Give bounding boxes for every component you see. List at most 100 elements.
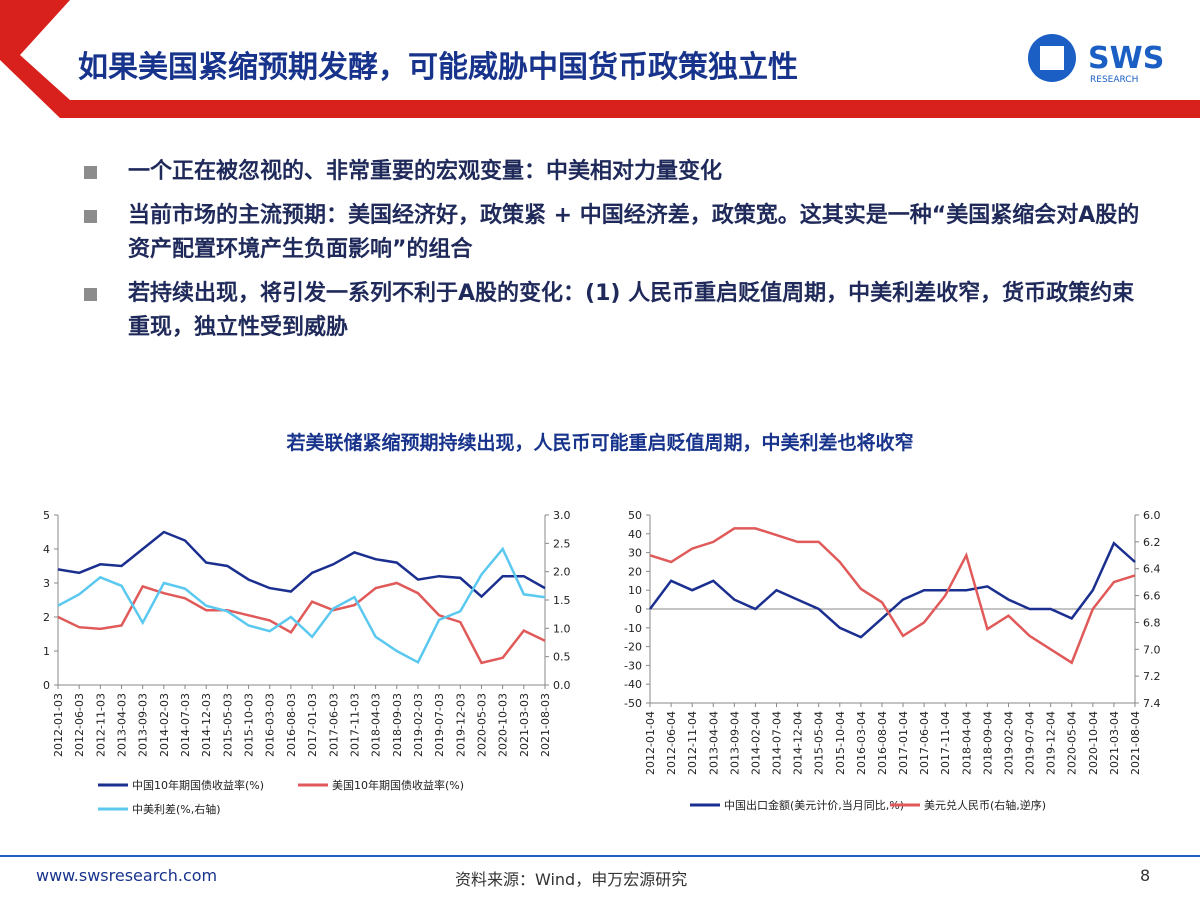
x-tick-label: 2014-07-04	[771, 711, 784, 775]
x-tick-label: 2014-02-04	[749, 711, 762, 775]
x-tick-label: 2019-02-03	[412, 693, 425, 757]
chart-heading: 若美联储紧缩预期持续出现，人民币可能重启贬值周期，中美利差也将收窄	[286, 432, 914, 454]
page-number: 8	[1140, 866, 1151, 885]
x-tick-label: 2015-05-03	[221, 693, 234, 757]
x-tick-label: 2020-10-04	[1087, 711, 1100, 775]
bullet: 若持续出现，将引发一系列不利于A股的变化：(1) 人民币重启贬值周期，中美利差收…	[82, 277, 1152, 345]
x-tick-label: 2017-01-04	[897, 711, 910, 775]
x-tick-label: 2021-03-04	[1108, 711, 1121, 775]
x-tick-label: 2018-09-03	[391, 693, 404, 757]
bullet: 当前市场的主流预期：美国经济好，政策紧 + 中国经济差，政策宽。这其实是一种“美…	[82, 199, 1152, 267]
x-tick-label: 2019-12-04	[1045, 711, 1058, 775]
x-tick-label: 2012-11-04	[686, 711, 699, 775]
y-tick-label: 30	[628, 547, 642, 560]
series-line	[649, 527, 1136, 665]
y2-tick-label: 2.0	[553, 566, 571, 579]
x-tick-label: 2017-11-04	[939, 711, 952, 775]
x-tick-label: 2021-03-03	[518, 693, 531, 757]
x-tick-label: 2016-08-03	[285, 693, 298, 757]
y-tick-label: 40	[628, 528, 642, 541]
x-tick-label: 2021-08-04	[1129, 711, 1142, 775]
x-tick-label: 2019-07-04	[1024, 711, 1037, 775]
x-tick-label: 2014-12-04	[792, 711, 805, 775]
x-tick-label: 2013-09-04	[728, 711, 741, 775]
y2-tick-label: 7.2	[1143, 670, 1161, 683]
x-tick-label: 2019-12-03	[454, 693, 467, 757]
y2-tick-label: 6.0	[1143, 509, 1161, 522]
y-tick-label: 3	[43, 577, 50, 590]
y2-tick-label: 1.0	[553, 622, 571, 635]
x-tick-label: 2016-03-03	[264, 693, 277, 757]
x-tick-label: 2018-09-04	[981, 711, 994, 775]
x-tick-label: 2017-11-03	[348, 693, 361, 757]
x-tick-label: 2015-10-04	[834, 711, 847, 775]
x-tick-label: 2020-05-03	[475, 693, 488, 757]
legend-label: 中国10年期国债收益率(%)	[132, 778, 264, 792]
series-line	[57, 546, 546, 665]
x-tick-label: 2019-02-04	[1002, 711, 1015, 775]
website: www.swsresearch.com	[36, 866, 218, 885]
slide-title: 如果美国紧缩预期发酵，可能威胁中国货币政策独立性	[78, 50, 798, 85]
y2-tick-label: 2.5	[553, 537, 571, 550]
y-tick-label: -10	[624, 622, 642, 635]
series-line	[57, 530, 546, 599]
y2-tick-label: 6.4	[1143, 563, 1161, 576]
x-tick-label: 2018-04-03	[370, 693, 383, 757]
series-line	[648, 541, 1136, 639]
y2-tick-label: 6.6	[1143, 590, 1161, 603]
x-tick-label: 2012-06-04	[665, 711, 678, 775]
source: 资料来源：Wind，申万宏源研究	[455, 870, 688, 889]
x-tick-label: 2015-10-03	[243, 693, 256, 757]
legend-label: 中国出口金额(美元计价,当月同比,%)	[724, 798, 904, 812]
logo-inner	[1040, 46, 1064, 70]
y-tick-label: -20	[624, 641, 642, 654]
x-tick-label: 2014-12-03	[200, 693, 213, 757]
bullet-list: 一个正在被忽视的、非常重要的宏观变量：中美相对力量变化 当前市场的主流预期：美国…	[82, 155, 1152, 355]
y-tick-label: -50	[624, 697, 642, 710]
x-tick-label: 2016-08-04	[876, 711, 889, 775]
bullet: 一个正在被忽视的、非常重要的宏观变量：中美相对力量变化	[82, 155, 1152, 189]
logo-subtext: RESEARCH	[1090, 75, 1138, 85]
y-tick-label: -30	[624, 659, 642, 672]
header-decor: SWS RESEARCH	[0, 0, 1200, 118]
logo-text: SWS	[1088, 41, 1164, 76]
x-tick-label: 2015-05-04	[813, 711, 826, 775]
x-tick-label: 2013-04-04	[707, 711, 720, 775]
y-tick-label: 2	[43, 611, 50, 624]
y-tick-label: 10	[628, 584, 642, 597]
footer-rule	[0, 855, 1200, 857]
y-tick-label: 4	[43, 543, 50, 556]
y-tick-label: 5	[43, 509, 50, 522]
x-tick-label: 2017-01-03	[306, 693, 319, 757]
y-tick-label: 20	[628, 565, 642, 578]
y2-tick-label: 7.4	[1143, 697, 1161, 710]
series-line	[57, 581, 546, 665]
legend-label: 美国10年期国债收益率(%)	[332, 778, 464, 792]
y2-tick-label: 1.5	[553, 594, 571, 607]
x-tick-label: 2017-06-03	[327, 693, 340, 757]
y2-tick-label: 6.2	[1143, 536, 1161, 549]
y2-tick-label: 6.8	[1143, 616, 1161, 629]
x-tick-label: 2012-01-04	[644, 711, 657, 775]
y-tick-label: 0	[635, 603, 642, 616]
y2-tick-label: 3.0	[553, 509, 571, 522]
y2-tick-label: 7.0	[1143, 643, 1161, 656]
x-tick-label: 2020-10-03	[497, 693, 510, 757]
x-tick-label: 2012-06-03	[73, 693, 86, 757]
x-tick-label: 2012-11-03	[94, 693, 107, 757]
y-tick-label: 50	[628, 509, 642, 522]
x-tick-label: 2014-07-03	[179, 693, 192, 757]
x-tick-label: 2017-06-04	[918, 711, 931, 775]
x-tick-label: 2014-02-03	[158, 693, 171, 757]
y-tick-label: -40	[624, 678, 642, 691]
x-tick-label: 2012-01-03	[52, 693, 65, 757]
x-tick-label: 2020-05-04	[1066, 711, 1079, 775]
legend-label: 中美利差(%,右轴)	[132, 802, 221, 816]
y-tick-label: 0	[43, 679, 50, 692]
x-tick-label: 2013-04-03	[116, 693, 129, 757]
x-tick-label: 2019-07-03	[433, 693, 446, 757]
y-tick-label: 1	[43, 645, 50, 658]
x-tick-label: 2021-08-03	[539, 693, 552, 757]
